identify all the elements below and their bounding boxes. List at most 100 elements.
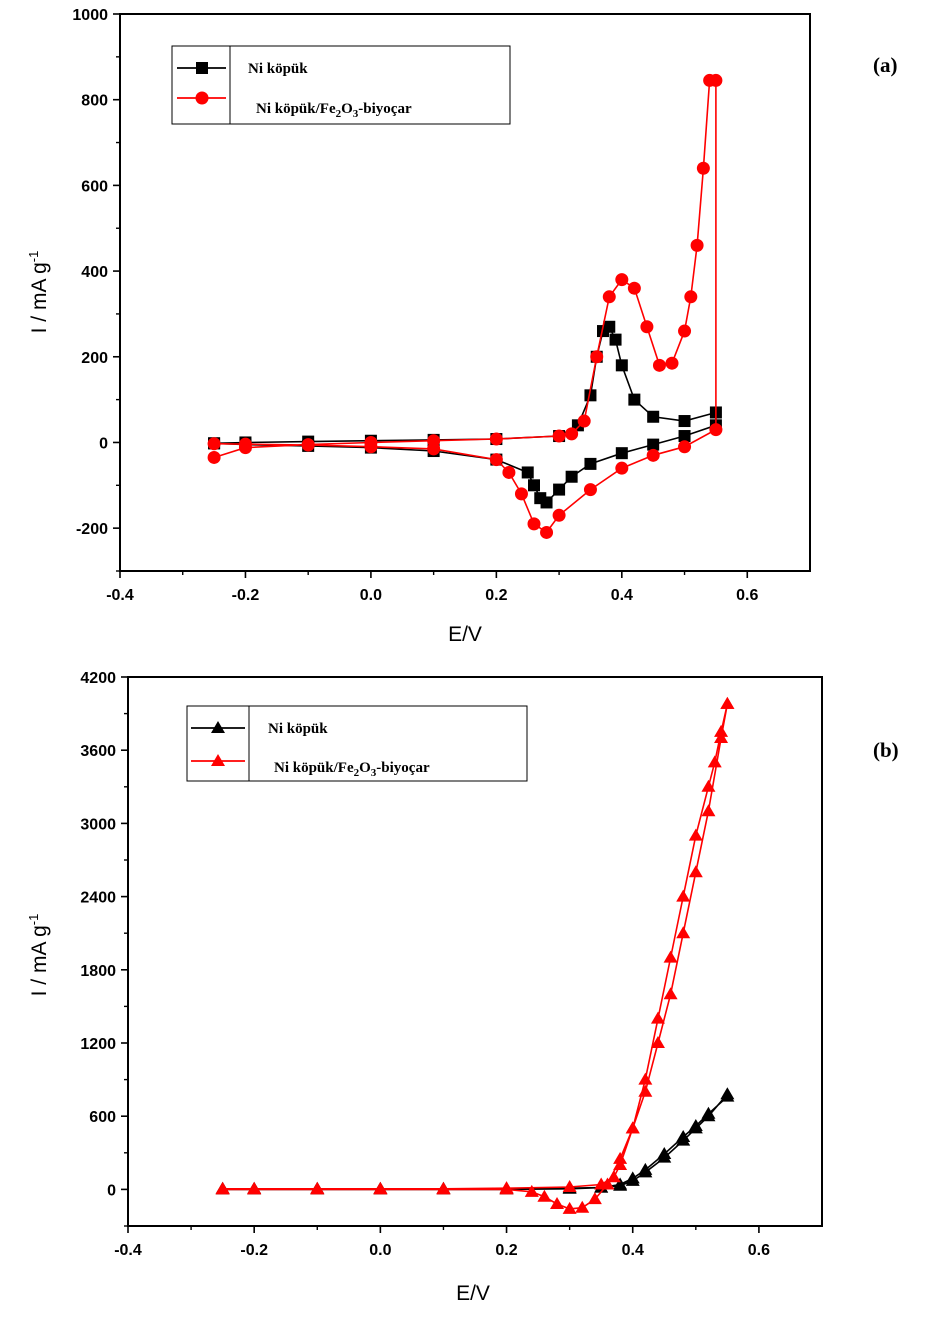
- series-line-a-1: [214, 325, 717, 504]
- data-point: [638, 1072, 653, 1085]
- x-tick-label-b: 0.4: [622, 1242, 644, 1259]
- data-point: [709, 73, 723, 87]
- data-point: [650, 1011, 665, 1024]
- data-point: [652, 358, 666, 372]
- x-tick-label-b: 0.2: [495, 1242, 517, 1259]
- series-a-1: [208, 320, 722, 509]
- data-point: [609, 333, 622, 346]
- data-point: [701, 1106, 716, 1119]
- series-b-2: [215, 696, 735, 1214]
- data-point: [678, 415, 691, 428]
- x-tick-label-a: -0.2: [232, 587, 260, 604]
- x-tick-label-a: 0.4: [611, 587, 633, 604]
- data-point: [603, 320, 616, 333]
- data-point: [701, 804, 716, 817]
- x-tick-label-b: -0.2: [240, 1242, 268, 1259]
- data-point: [247, 1182, 262, 1195]
- data-point: [627, 281, 641, 295]
- x-tick-label-a: 0.6: [736, 587, 758, 604]
- plot-area-a: [119, 13, 811, 572]
- y-axis-label-b: I / mA g-1: [26, 914, 51, 997]
- data-point: [575, 1200, 590, 1213]
- data-point: [720, 696, 735, 709]
- data-point: [521, 466, 534, 479]
- data-point: [373, 1182, 388, 1195]
- data-point: [215, 1182, 230, 1195]
- legend-a: Ni köpük Ni köpük/Fe2O3-biyoçar: [171, 45, 511, 125]
- y-tick-label-a: 1000: [72, 7, 108, 24]
- legend-b-label-2: Ni köpük/Fe2O3-biyoçar: [274, 760, 430, 779]
- data-point: [562, 1179, 577, 1192]
- legend-a-marker-2: [195, 91, 209, 105]
- series-line-a-2: [213, 79, 717, 534]
- legend-b-marker-2: [211, 754, 225, 766]
- data-point: [696, 161, 710, 175]
- data-point: [207, 450, 221, 464]
- y-axis-label-b-sup: -1: [26, 914, 41, 926]
- y-tick-label-a: 800: [81, 93, 108, 110]
- data-point: [640, 320, 654, 334]
- data-point: [552, 508, 566, 522]
- panel-label-b: (b): [873, 738, 899, 762]
- data-point: [663, 987, 678, 1000]
- data-point: [647, 410, 660, 423]
- data-point: [238, 437, 252, 451]
- data-point: [364, 440, 378, 454]
- data-point: [720, 1089, 735, 1102]
- data-point: [301, 438, 315, 452]
- series-a-2: [207, 73, 723, 539]
- y-axis-label-a-text: I / mA g: [28, 262, 51, 333]
- data-point: [714, 724, 729, 737]
- y-tick-label-a: -200: [76, 521, 108, 538]
- data-point: [615, 273, 629, 287]
- y-tick-label-b: 1800: [80, 963, 116, 980]
- data-point: [615, 447, 628, 460]
- legend-a-box: [171, 45, 511, 125]
- y-tick-label-a: 600: [81, 178, 108, 195]
- x-tick-label-a: 0.0: [360, 587, 382, 604]
- data-point: [540, 525, 554, 539]
- plot-area-b: [127, 676, 823, 1227]
- data-point: [606, 1170, 621, 1183]
- legend-a-marker-1: [196, 62, 208, 74]
- y-tick-label-b: 3000: [80, 816, 116, 833]
- chart-a: -0.4 -0.2 0.0 0.2 0.4 0.6 -200 0 200 400 600 800 100…: [26, 7, 898, 646]
- data-point: [665, 356, 679, 370]
- y-tick-label-b: 0: [107, 1182, 116, 1199]
- data-point: [584, 457, 597, 470]
- data-point: [489, 432, 503, 446]
- data-point: [527, 517, 541, 531]
- data-point: [688, 1118, 703, 1131]
- data-point: [688, 828, 703, 841]
- data-point: [577, 414, 591, 428]
- data-point: [678, 430, 691, 443]
- y-tick-label-a: 200: [81, 350, 108, 367]
- data-point: [678, 324, 692, 338]
- data-point: [613, 1151, 628, 1164]
- data-point: [550, 1197, 565, 1210]
- y-axis-label-a: I / mA g-1: [26, 251, 51, 334]
- data-point: [565, 470, 578, 483]
- data-point: [646, 448, 660, 462]
- data-point: [528, 479, 540, 492]
- data-point: [553, 483, 566, 496]
- data-point: [534, 492, 547, 505]
- y-tick-label-b: 600: [89, 1109, 116, 1126]
- data-point: [436, 1182, 451, 1195]
- y-tick-label-a: 0: [99, 435, 108, 452]
- data-point: [562, 1201, 577, 1214]
- data-point: [688, 865, 703, 878]
- x-tick-label-b: 0.0: [369, 1242, 391, 1259]
- data-point: [600, 1177, 615, 1190]
- data-point: [524, 1184, 539, 1197]
- data-point: [615, 461, 629, 475]
- data-point: [690, 238, 704, 252]
- ticks-a: -0.4 -0.2 0.0 0.2 0.4 0.6 -200 0 200 400 600 800 100…: [72, 7, 758, 604]
- y-tick-label-b: 4200: [80, 670, 116, 687]
- y-axis-label-b-text: I / mA g: [28, 925, 51, 996]
- series-line-b-1: [222, 1092, 729, 1191]
- data-point: [709, 423, 723, 437]
- data-point: [427, 442, 441, 456]
- data-point: [552, 429, 566, 443]
